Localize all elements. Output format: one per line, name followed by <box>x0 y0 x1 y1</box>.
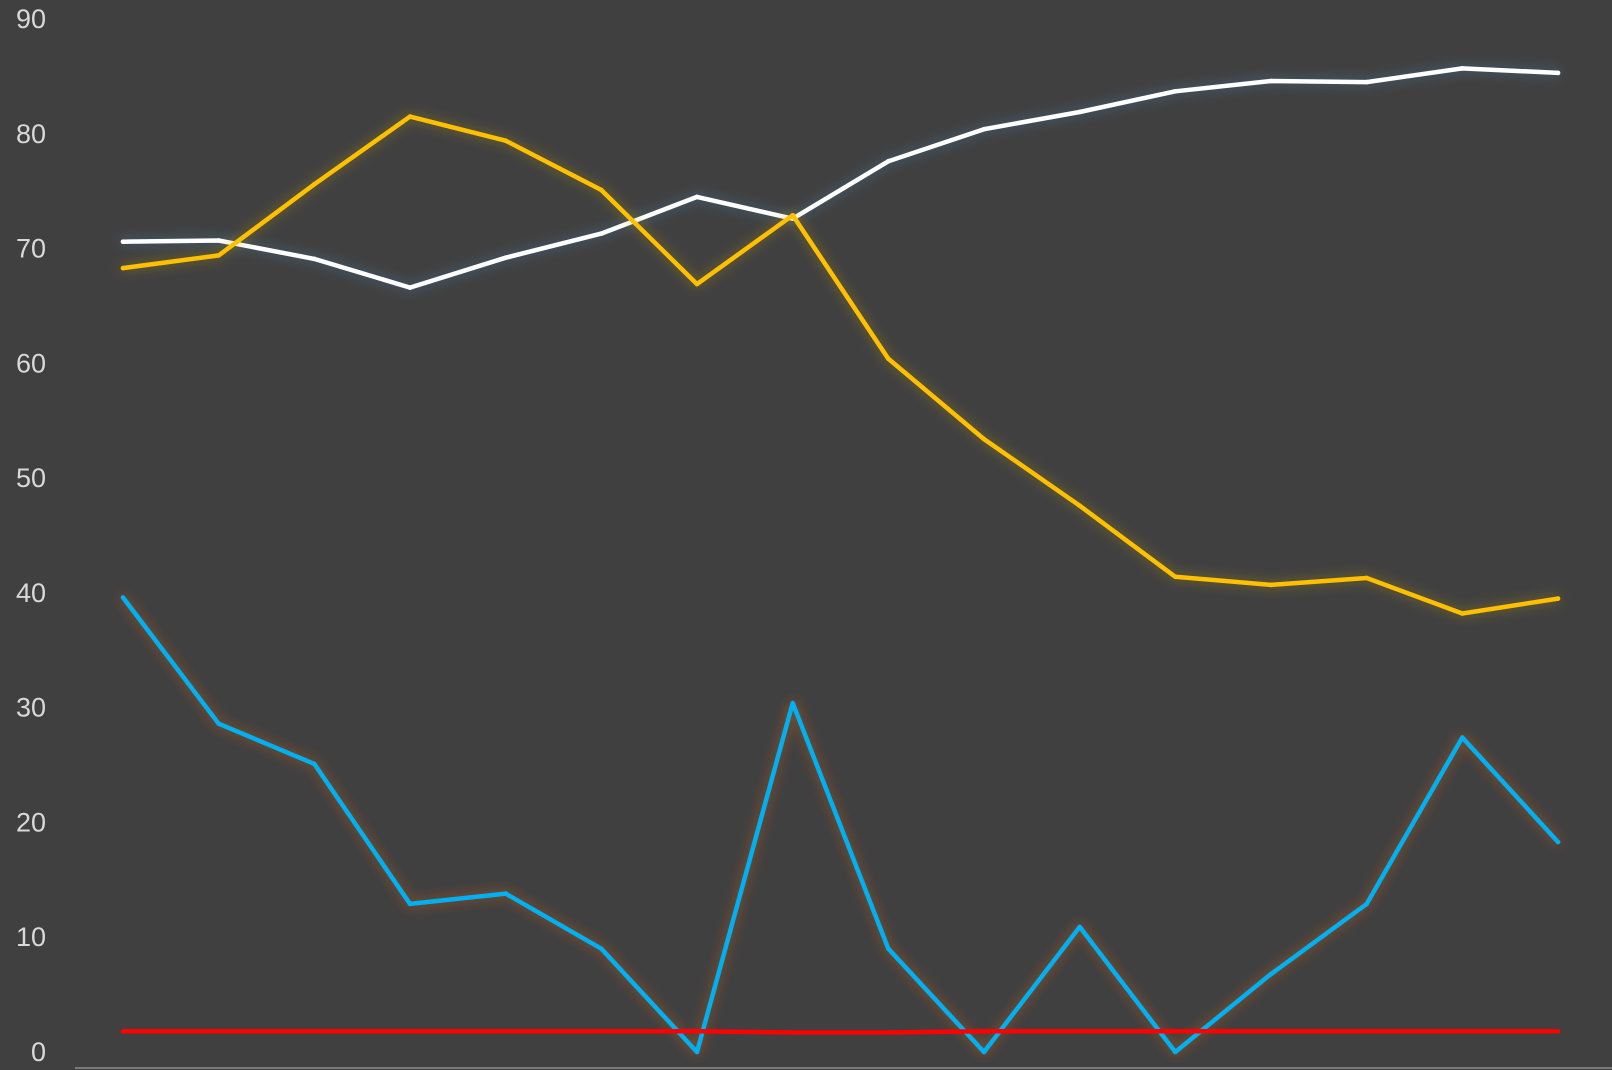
series-2-point <box>1268 582 1274 588</box>
y-tick-label: 50 <box>16 463 46 493</box>
series-2-point <box>1364 575 1369 581</box>
series-1-point <box>1555 70 1561 76</box>
y-axis: 0 10 20 30 40 50 60 70 80 90 <box>16 4 46 1067</box>
series-4-point <box>694 1029 700 1034</box>
series-1-point <box>503 255 509 260</box>
series-4-point <box>216 1029 221 1034</box>
y-tick-label: 80 <box>16 119 46 149</box>
series-4-point <box>790 1030 795 1035</box>
series-2-point <box>407 114 413 119</box>
series-2-point <box>1460 611 1465 616</box>
series-3-point <box>216 721 221 726</box>
series-4-point <box>1555 1029 1561 1034</box>
series-4-point <box>1173 1029 1178 1034</box>
series-1-point <box>599 231 604 236</box>
series-3-point <box>1364 901 1369 907</box>
series-4-point <box>503 1029 509 1034</box>
series-4-point <box>1364 1029 1369 1034</box>
series-4-point <box>1077 1029 1082 1034</box>
series-3-line <box>120 595 1561 1055</box>
series-2-point <box>1555 596 1561 601</box>
series-3-point <box>1268 971 1274 977</box>
y-tick-label: 10 <box>16 922 46 952</box>
series-2-point <box>312 182 317 187</box>
series-4-point <box>1268 1029 1274 1034</box>
series-3-point <box>694 1049 700 1055</box>
series-2-line <box>120 114 1561 616</box>
series-1-point <box>407 285 413 290</box>
series-4-point <box>886 1030 891 1035</box>
series-1-point <box>886 159 891 164</box>
y-tick-label: 0 <box>31 1037 46 1067</box>
series-2-point <box>599 187 604 193</box>
series-1-point <box>1268 78 1274 84</box>
series-1-line <box>120 66 1561 290</box>
series-2-point <box>1173 574 1178 580</box>
series-3-point <box>407 901 413 907</box>
series-3-point <box>120 595 126 600</box>
series-2-point <box>216 253 221 258</box>
series-3-point <box>1460 735 1465 740</box>
y-tick-label: 20 <box>16 807 46 837</box>
series-1-point <box>1077 109 1082 115</box>
series-1-point <box>981 126 987 132</box>
series-1-point <box>312 256 317 262</box>
series-4-point <box>407 1029 413 1034</box>
series-3-point <box>1555 839 1561 845</box>
series-2-point <box>694 281 700 287</box>
series-2-point <box>981 436 987 442</box>
series-2-point <box>886 356 891 362</box>
series-4-point <box>599 1029 604 1034</box>
series-3-point <box>599 946 604 951</box>
y-tick-label: 60 <box>16 348 46 378</box>
series-1-point <box>216 238 221 243</box>
series-1-point <box>1173 89 1178 94</box>
series-4-point <box>312 1029 317 1034</box>
series-4 <box>120 1029 1561 1035</box>
y-tick-label: 90 <box>16 4 46 34</box>
series-layer <box>120 66 1561 1055</box>
series-1 <box>120 66 1561 290</box>
series-3 <box>120 595 1561 1055</box>
series-2-point <box>503 138 509 143</box>
series-1-point <box>1364 79 1369 85</box>
series-4-point <box>981 1029 987 1034</box>
y-tick-label: 70 <box>16 234 46 264</box>
series-3-point <box>1077 924 1082 930</box>
series-2-point <box>120 265 126 271</box>
series-3-point <box>981 1049 987 1055</box>
y-tick-label: 30 <box>16 693 46 723</box>
series-2-point <box>1077 503 1082 509</box>
series-4-point <box>120 1029 126 1034</box>
series-4-line <box>120 1029 1561 1035</box>
series-3-point <box>886 946 891 951</box>
series-1-point <box>120 239 126 244</box>
y-tick-label: 40 <box>16 578 46 608</box>
series-3-point <box>790 700 795 706</box>
series-1-point <box>1460 66 1465 71</box>
series-3-point <box>503 891 509 896</box>
series-1-point <box>694 194 700 200</box>
series-3-point <box>312 761 317 767</box>
series-3-point <box>1173 1049 1178 1055</box>
series-2 <box>120 114 1561 616</box>
series-4-point <box>1460 1029 1465 1034</box>
series-2-point <box>790 213 795 218</box>
